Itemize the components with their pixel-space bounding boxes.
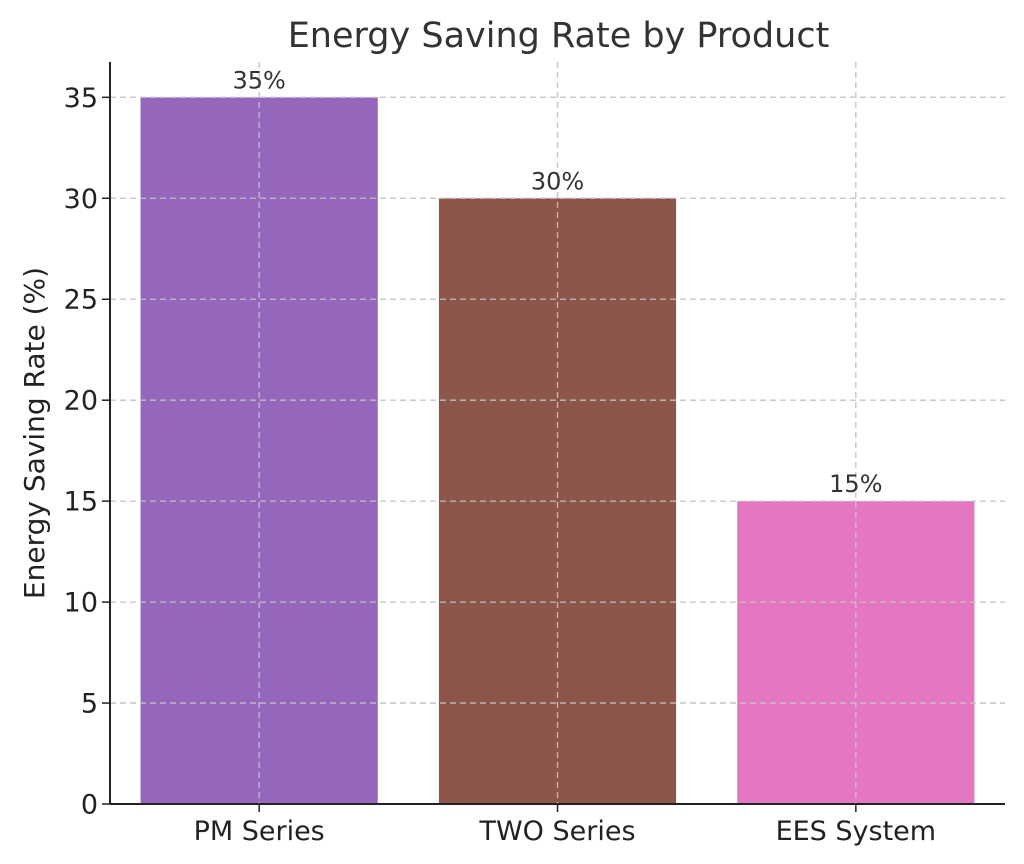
- x-tick-label: TWO Series: [478, 816, 635, 847]
- y-tick-label: 10: [64, 588, 98, 619]
- bar-value-label: 35%: [232, 66, 285, 94]
- y-tick-label: 25: [64, 285, 98, 316]
- y-tick-label: 0: [81, 790, 98, 821]
- y-tick-label: 5: [81, 689, 98, 720]
- bar-value-label: 15%: [829, 470, 882, 498]
- y-tick-label: 35: [64, 83, 98, 114]
- y-tick-label: 15: [64, 487, 98, 518]
- bars: [110, 62, 1005, 805]
- y-axis-title: Energy Saving Rate (%): [18, 267, 51, 599]
- grid-overlay: [110, 62, 1005, 804]
- chart-title: Energy Saving Rate by Product: [288, 16, 830, 56]
- x-tick-label: EES System: [776, 816, 937, 847]
- x-tick-label: PM Series: [194, 816, 325, 847]
- y-tick-label: 30: [64, 184, 98, 215]
- ticks: 0 5 10 15 20 25 30 35 PM Series TWO Series EES Sys…: [64, 83, 936, 847]
- bar-value-label: 30%: [531, 167, 584, 195]
- y-tick-label: 20: [64, 386, 98, 417]
- data-labels: 35% 30% 15%: [232, 66, 882, 498]
